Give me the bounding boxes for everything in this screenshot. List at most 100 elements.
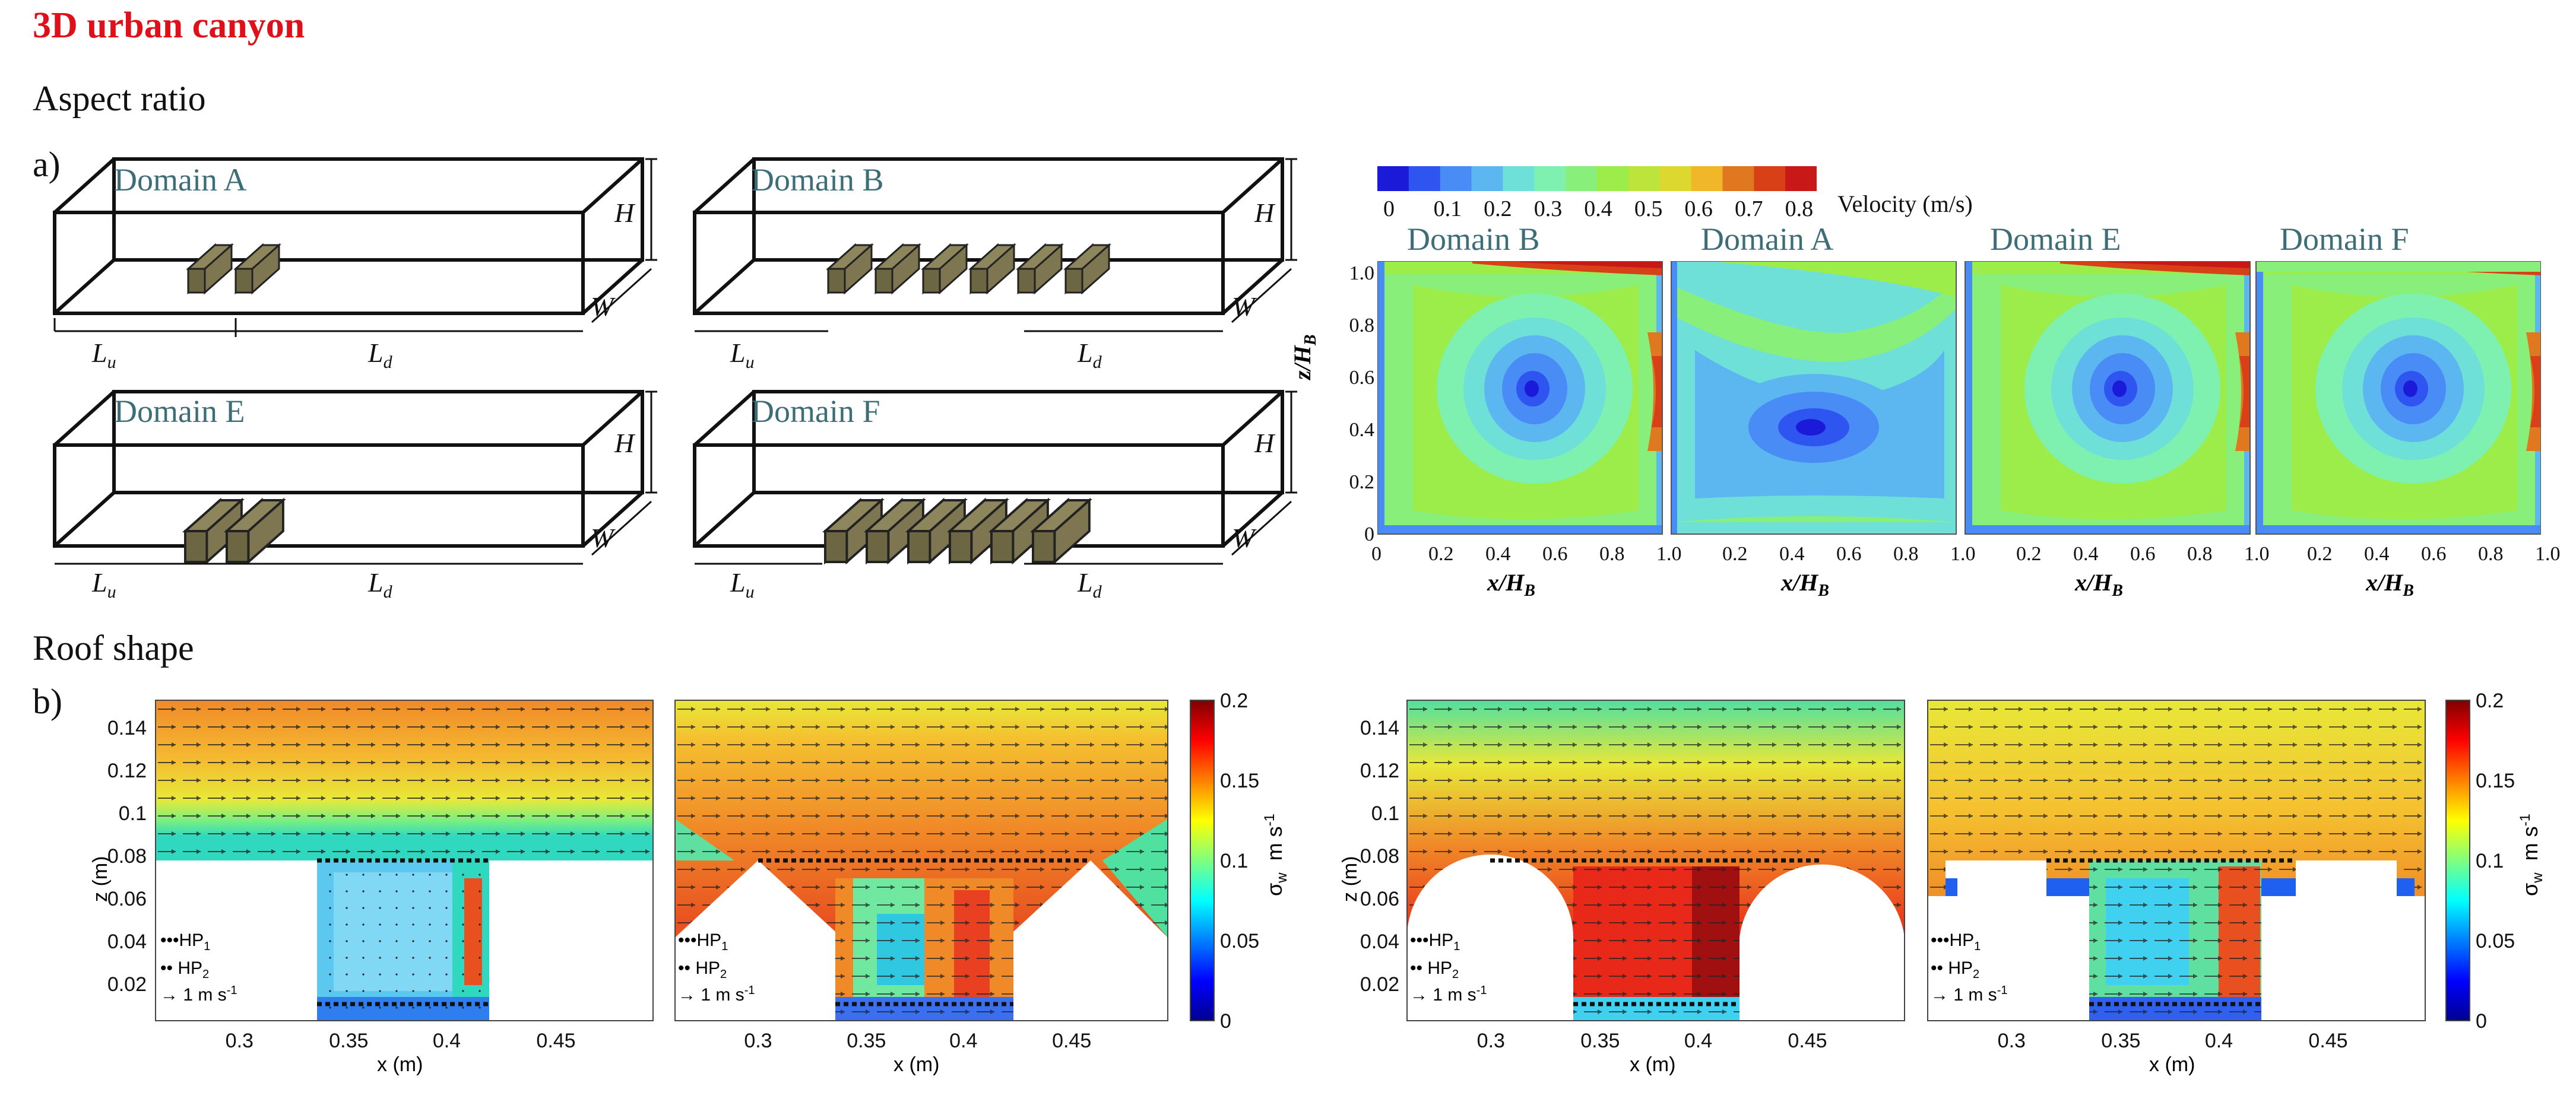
- dim-ld-f: Ld: [1078, 567, 1102, 602]
- legend-stepped: •••HP1 •• HP2 → 1 m s-1: [1931, 930, 2008, 1005]
- velocity-colorbar-swatch: [1534, 166, 1566, 191]
- sigma-x-tick: 0.45: [536, 1030, 576, 1052]
- velocity-colorbar-label: Velocity (m/s): [1837, 190, 1973, 217]
- velocity-colorbar-tick: 0.2: [1484, 196, 1512, 221]
- dim-h-e: H: [614, 428, 635, 458]
- schematic-domain-e: [55, 392, 657, 565]
- sigma-colorbar-tick: 0: [2476, 1010, 2487, 1033]
- legend-pitched: •••HP1 •• HP2 → 1 m s-1: [678, 930, 755, 1005]
- sigma-y-tick: 0.12: [107, 760, 147, 782]
- sigma-x-tick: 0.45: [1788, 1030, 1827, 1052]
- sigma-x-ticks: 0.3 0.35 0.4 0.45 0.3 0.35 0.4 0.45 0.3 0.35 0.4 0.…: [0, 1030, 2576, 1056]
- sigma-xlabel-1: x (m): [377, 1053, 423, 1076]
- panel-label-a: a): [33, 145, 61, 184]
- sigma-y-ticks-2: 0.02 0.04 0.06 0.08 0.1 0.12 0.14: [1348, 694, 1404, 1027]
- sigma-colorbar-tick: 0.1: [2476, 850, 2504, 872]
- contour-x-tick: 0.4: [1779, 543, 1805, 565]
- contour-x-tick: 0.8: [2478, 543, 2504, 565]
- velocity-colorbar-tick: 0.3: [1533, 196, 1563, 221]
- contour-x-tick: 1.0: [1950, 543, 1976, 565]
- contour-x-tick: 0.2: [1722, 543, 1748, 565]
- velocity-colorbar-swatch: [1503, 166, 1535, 191]
- sigma-x-tick: 0.45: [2308, 1030, 2348, 1052]
- sigma-xlabel-4: x (m): [2149, 1053, 2195, 1076]
- sigma-x-tick: 0.4: [1684, 1030, 1713, 1052]
- legend-round: •••HP1 •• HP2 → 1 m s-1: [1410, 930, 1487, 1005]
- panel-label-b: b): [33, 682, 62, 721]
- dim-ld-e: Ld: [368, 567, 392, 602]
- dim-lu-e: Lu: [92, 567, 116, 602]
- contour-title-a: Domain A: [1701, 221, 1834, 257]
- contour-x-tick: 0.2: [2016, 543, 2042, 565]
- dim-w-a: W: [591, 291, 614, 322]
- velocity-colorbar-tick: 0.1: [1433, 196, 1462, 221]
- velocity-colorbar-tick: 0.7: [1735, 196, 1763, 221]
- sigma-x-tick: 0.3: [225, 1030, 254, 1052]
- schematic-title-e: Domain E: [114, 393, 245, 429]
- contour-y-tick: 0.2: [1349, 471, 1375, 493]
- sigma-y-tick: 0.14: [107, 717, 147, 739]
- sigma-colorbar-tick: 0.05: [2476, 930, 2515, 952]
- contour-x-tick: 0.2: [1428, 543, 1454, 565]
- contour-x-tick: 0: [1371, 543, 1382, 565]
- legend-ref: → 1 m s-1: [160, 984, 237, 1005]
- sigma-xlabel-2: x (m): [893, 1053, 940, 1076]
- sigma-colorbar-tick: 0: [1220, 1010, 1231, 1033]
- dim-h-f: H: [1254, 428, 1275, 458]
- dim-ld-a: Ld: [368, 338, 392, 373]
- sigma-x-tick: 0.4: [949, 1030, 978, 1052]
- contour-x-ticks: 0 0.2 0.4 0.6 0.8 1.0 0.2 0.4 0.6 0.8 1.0 0.2 0.4 0.6…: [1365, 543, 2561, 570]
- contour-x-tick: 0.6: [2421, 543, 2447, 565]
- sigma-colorbar-1: [1190, 700, 1215, 1021]
- sigma-colorbar-2: [2445, 700, 2470, 1021]
- velocity-colorbar-swatch: [1471, 166, 1503, 191]
- contour-y-tick: 0.8: [1349, 315, 1375, 336]
- contour-x-tick: 1.0: [2535, 543, 2561, 565]
- sigma-plot-flat: [155, 700, 654, 1021]
- contour-y-tick: 0.4: [1349, 419, 1375, 441]
- dim-h-b: H: [1254, 198, 1275, 228]
- dim-lu-f: Lu: [730, 567, 755, 602]
- sigma-colorbar-tick: 0.15: [2476, 770, 2515, 792]
- sigma-y-tick: 0.02: [1360, 973, 1399, 996]
- contour-x-tick: 0.4: [1485, 543, 1511, 565]
- sigma-colorbar-tick: 0.2: [1220, 690, 1249, 712]
- sigma-x-tick: 0.4: [432, 1030, 461, 1052]
- sigma-colorbar-tick: 0.1: [1220, 850, 1249, 872]
- sigma-plot-stepped: [1927, 700, 2426, 1021]
- dim-lu-a: Lu: [92, 338, 116, 373]
- contour-x-tick: 0.8: [1599, 543, 1625, 565]
- legend-flat: •••HP1 •• HP2 → 1 m s-1: [160, 930, 237, 1005]
- contour-y-tick: 1.0: [1349, 262, 1375, 284]
- velocity-colorbar-tick: 0.6: [1684, 196, 1713, 221]
- contour-x-tick: 0.6: [1542, 543, 1568, 565]
- section-roof-shape: Roof shape: [33, 628, 194, 668]
- dim-w-b: W: [1232, 291, 1255, 322]
- schematic-title-b: Domain B: [751, 162, 884, 198]
- sigma-y-ticks-1: 0.02 0.04 0.06 0.08 0.1 0.12 0.14: [95, 694, 151, 1027]
- contour-x-tick: 0.6: [2130, 543, 2156, 565]
- contour-panel-a: [1671, 261, 1956, 534]
- contour-x-tick: 1.0: [1656, 543, 1682, 565]
- sigma-plots: [155, 700, 2470, 1021]
- sigma-x-tick: 0.35: [329, 1030, 369, 1052]
- velocity-colorbar-swatch: [1628, 166, 1661, 191]
- schematic-title-a: Domain A: [114, 162, 247, 198]
- velocity-colorbar-tick: 0.4: [1584, 196, 1612, 221]
- sigma-x-tick: 0.4: [2204, 1030, 2233, 1052]
- legend-hp1: •••HP1: [160, 930, 211, 953]
- sigma-x-tick: 0.3: [1476, 1030, 1505, 1052]
- schematic-domain-f: [695, 392, 1297, 565]
- velocity-colorbar-swatch: [1659, 166, 1692, 191]
- sigma-colorbar-ticks-2: 0 0.05 0.1 0.15 0.2: [2476, 688, 2529, 1033]
- sigma-colorbar-tick: 0.05: [1220, 930, 1260, 952]
- sigma-x-tick: 0.35: [847, 1030, 886, 1052]
- velocity-colorbar: [1377, 166, 1817, 191]
- sigma-y-tick: 0.02: [107, 973, 147, 996]
- velocity-colorbar-swatch: [1377, 166, 1409, 191]
- contour-panel-f: [2256, 261, 2541, 534]
- contour-x-tick: 0.4: [2073, 543, 2099, 565]
- contour-panels: [1377, 261, 2541, 535]
- contour-x-tick: 0.4: [2364, 543, 2390, 565]
- contour-title-f: Domain F: [2280, 221, 2409, 257]
